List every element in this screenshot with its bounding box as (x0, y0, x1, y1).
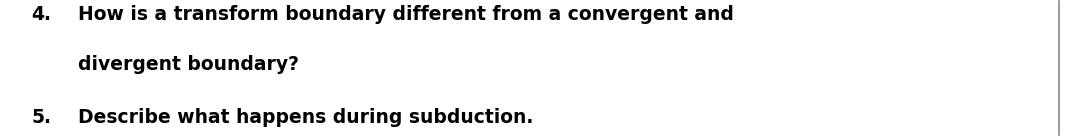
Text: Describe what happens during subduction.: Describe what happens during subduction. (78, 108, 533, 127)
Text: 4.: 4. (31, 5, 51, 24)
Text: divergent boundary?: divergent boundary? (78, 55, 299, 74)
Text: How is a transform boundary different from a convergent and: How is a transform boundary different fr… (78, 5, 734, 24)
Text: 5.: 5. (31, 108, 51, 127)
